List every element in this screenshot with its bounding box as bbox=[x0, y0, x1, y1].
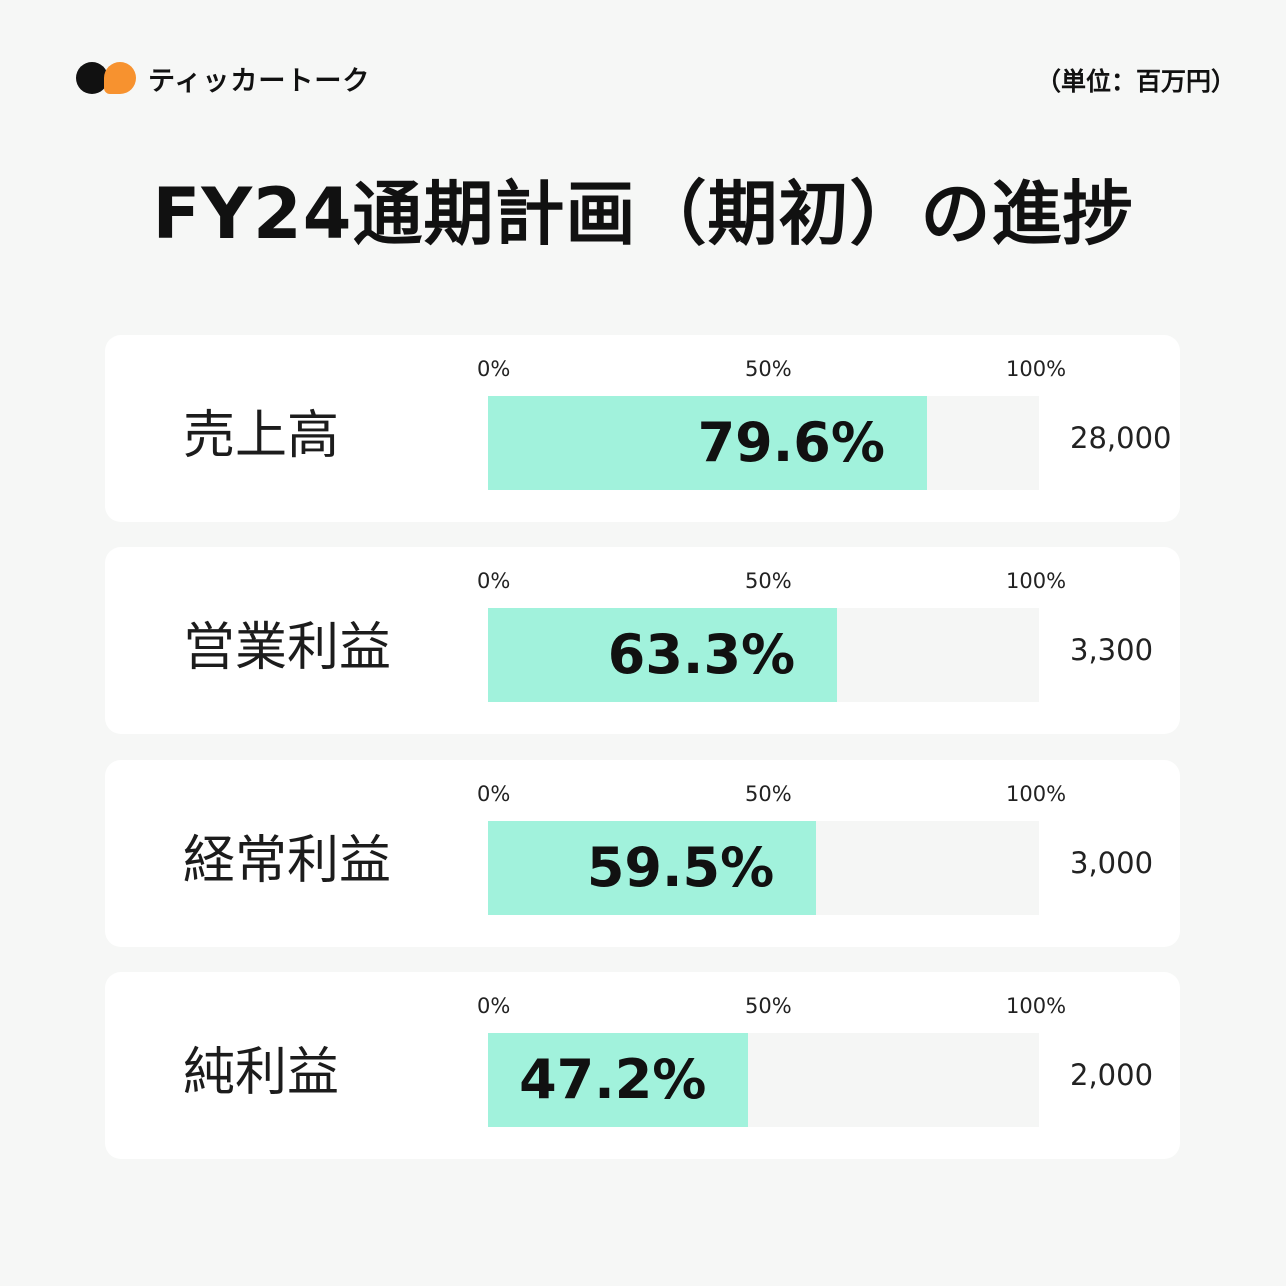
plan-amount: 2,000 bbox=[1070, 1058, 1154, 1092]
axis-tick-label: 100% bbox=[1006, 994, 1067, 1018]
plan-amount: 3,000 bbox=[1070, 846, 1154, 880]
plan-amount: 28,000 bbox=[1070, 421, 1172, 455]
progress-bar bbox=[488, 821, 816, 915]
axis-tick-label: 100% bbox=[1006, 569, 1067, 593]
brand-name: ティッカートーク bbox=[148, 65, 371, 97]
metric-card: 純利益 0% 50% 100% 47.2% 2,000 bbox=[105, 972, 1180, 1159]
page-title: FY24通期計画（期初）の進捗 bbox=[152, 173, 1134, 255]
progress-track: 47.2% bbox=[488, 1033, 1039, 1127]
logo-speech-bubble-orange bbox=[104, 62, 136, 94]
progress-value-label: 79.6% bbox=[697, 411, 885, 474]
logo-icon bbox=[76, 60, 138, 96]
metric-card: 経常利益 0% 50% 100% 59.5% 3,000 bbox=[105, 760, 1180, 947]
progress-value-label: 47.2% bbox=[519, 1048, 707, 1111]
progress-bar bbox=[488, 608, 837, 702]
metric-card: 営業利益 0% 50% 100% 63.3% 3,300 bbox=[105, 547, 1180, 734]
axis-tick-label: 100% bbox=[1006, 357, 1067, 381]
metric-label: 売上高 bbox=[183, 406, 340, 466]
progress-track: 79.6% bbox=[488, 396, 1039, 490]
axis-tick-label: 0% bbox=[477, 357, 511, 381]
axis-tick-label: 0% bbox=[477, 782, 511, 806]
axis-tick-label: 0% bbox=[477, 569, 511, 593]
metric-label: 純利益 bbox=[183, 1043, 340, 1103]
plan-amount: 3,300 bbox=[1070, 633, 1154, 667]
progress-bar bbox=[488, 1033, 749, 1127]
logo-dot-black bbox=[76, 62, 108, 94]
brand-logo: ティッカートーク bbox=[76, 60, 371, 97]
metric-label: 経常利益 bbox=[183, 831, 392, 891]
metric-card: 売上高 0% 50% 100% 79.6% 28,000 bbox=[105, 335, 1180, 522]
progress-track: 63.3% bbox=[488, 608, 1039, 702]
axis-tick-label: 100% bbox=[1006, 782, 1067, 806]
unit-note: （単位：百万円） bbox=[1035, 67, 1236, 96]
progress-value-label: 59.5% bbox=[586, 836, 775, 899]
axis-tick-label: 50% bbox=[745, 994, 792, 1018]
axis-tick-label: 50% bbox=[745, 357, 792, 381]
progress-value-label: 63.3% bbox=[607, 623, 796, 686]
axis-tick-label: 0% bbox=[477, 994, 511, 1018]
axis-tick-label: 50% bbox=[745, 782, 792, 806]
progress-track: 59.5% bbox=[488, 821, 1039, 915]
metric-label: 営業利益 bbox=[183, 618, 392, 678]
axis-tick-label: 50% bbox=[745, 569, 792, 593]
progress-bar bbox=[488, 396, 927, 490]
